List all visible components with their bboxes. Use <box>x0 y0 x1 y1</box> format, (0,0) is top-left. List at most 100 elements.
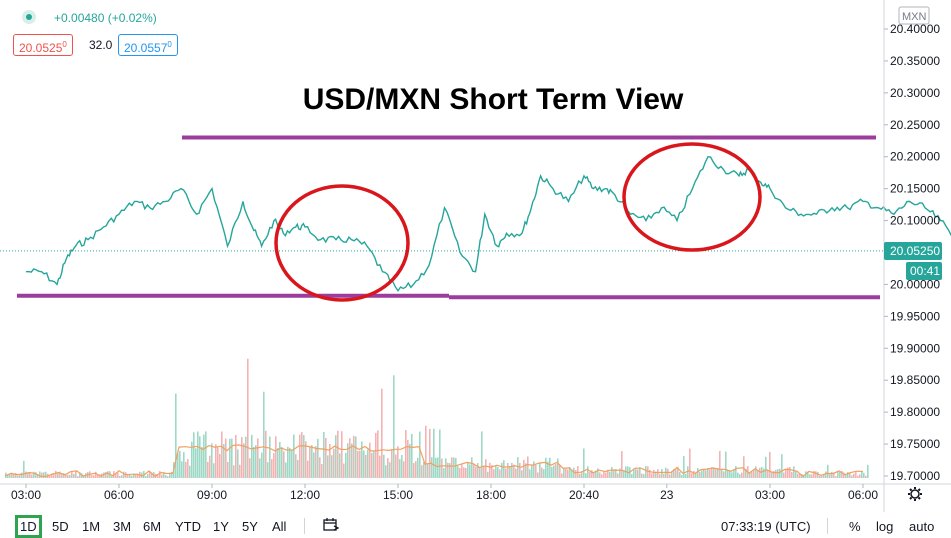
volume-bar <box>713 467 715 478</box>
volume-bar <box>633 469 635 478</box>
volume-bar <box>787 467 789 478</box>
volume-bar <box>111 475 113 478</box>
y-tick-label: 19.70000 <box>890 469 940 483</box>
volume-bar <box>83 475 85 478</box>
volume-bar <box>513 464 515 478</box>
timeframe-5d[interactable]: 5D <box>52 519 69 534</box>
volume-bar <box>673 468 675 478</box>
volume-bar <box>691 473 693 478</box>
volume-bar <box>811 474 813 478</box>
timeframe-1m[interactable]: 1M <box>82 519 101 534</box>
volume-bar <box>799 474 801 478</box>
volume-bar <box>273 453 275 478</box>
volume-bar <box>175 393 177 478</box>
volume-bar <box>395 454 397 478</box>
volume-bar <box>171 471 173 478</box>
x-tick-label: 06:00 <box>848 488 878 502</box>
volume-bar <box>15 473 17 478</box>
bid-price-superscript: 0 <box>62 40 67 49</box>
volume-bar <box>661 469 663 478</box>
auto-scale-toggle[interactable]: auto <box>909 519 935 534</box>
volume-bar <box>127 474 129 478</box>
volume-bar <box>669 474 671 478</box>
volume-bar <box>781 454 783 478</box>
volume-bar <box>177 453 179 478</box>
volume-bar <box>373 450 375 478</box>
volume-bar <box>419 431 421 478</box>
volume-bar <box>195 448 197 478</box>
volume-bar <box>749 472 751 478</box>
volume-bar <box>591 470 593 478</box>
timeframe-all[interactable]: All <box>272 519 287 534</box>
volume-bar <box>115 473 117 478</box>
volume-bar <box>519 463 521 478</box>
volume-bar <box>515 468 517 478</box>
volume-bar <box>281 447 283 478</box>
utc-clock[interactable]: 07:33:19 (UTC) <box>721 519 811 534</box>
volume-bar <box>483 466 485 478</box>
volume-bar <box>233 465 235 478</box>
volume-bar <box>683 456 685 478</box>
volume-bar <box>107 471 109 478</box>
volume-bar <box>401 455 403 478</box>
timeframe-6m[interactable]: 6M <box>143 519 162 534</box>
volume-bar <box>493 469 495 478</box>
volume-bar <box>55 470 57 478</box>
timeframe-3m[interactable]: 3M <box>113 519 132 534</box>
volume-bar <box>677 466 679 478</box>
volume-bar <box>605 472 607 478</box>
percent-scale-toggle[interactable]: % <box>849 519 861 534</box>
volume-bar <box>533 461 535 478</box>
volume-bar <box>441 458 443 478</box>
volume-bar <box>759 467 761 478</box>
volume-bar <box>821 475 823 478</box>
calendar-range-icon[interactable] <box>322 517 340 533</box>
volume-bar <box>307 460 309 478</box>
volume-bar <box>321 464 323 478</box>
volume-bar <box>561 473 563 478</box>
volume-bar <box>583 448 585 478</box>
volume-bar <box>235 435 237 478</box>
volume-bar <box>333 448 335 478</box>
volume-bar <box>699 471 701 478</box>
timeframe-ytd[interactable]: YTD <box>175 519 201 534</box>
volume-bar <box>429 428 431 478</box>
volume-bar <box>299 434 301 478</box>
volume-bar <box>563 467 565 478</box>
timeframe-1d[interactable]: 1D <box>15 515 42 538</box>
volume-bar <box>163 472 165 478</box>
volume-bar <box>359 450 361 478</box>
volume-bar <box>835 476 837 478</box>
timeframe-5y[interactable]: 5Y <box>242 519 258 534</box>
log-scale-toggle[interactable]: log <box>876 519 894 534</box>
volume-bar <box>587 466 589 478</box>
volume-bar <box>147 474 149 478</box>
volume-bar <box>365 454 367 478</box>
y-tick-label: 19.75000 <box>890 437 940 451</box>
x-tick-label: 09:00 <box>197 488 227 502</box>
timeframe-1y[interactable]: 1Y <box>213 519 229 534</box>
volume-bar <box>143 470 145 478</box>
price-chart[interactable]: USD/MXN Short Term View 20.40000 20.35000… <box>0 0 951 512</box>
volume-bar <box>27 472 29 478</box>
volume-bar <box>225 438 227 478</box>
volume-bar <box>477 463 479 478</box>
volume-bar <box>695 472 697 478</box>
volume-bar <box>657 469 659 478</box>
volume-bar <box>217 447 219 478</box>
volume-bar <box>199 436 201 478</box>
volume-bar <box>849 472 851 478</box>
volume-bar <box>231 438 233 478</box>
volume-bar <box>459 467 461 478</box>
gear-icon[interactable] <box>908 487 922 501</box>
volume-bar <box>51 473 53 478</box>
volume-bar <box>791 471 793 478</box>
volume-bar <box>845 474 847 478</box>
volume-bar <box>431 457 433 478</box>
volume-bar <box>775 469 777 478</box>
volume-bar <box>841 470 843 478</box>
bid-price-box[interactable]: 20.05250 <box>13 34 73 56</box>
ask-price-box[interactable]: 20.05570 <box>118 34 178 56</box>
volume-bar <box>69 474 71 478</box>
volume-bar <box>789 467 791 478</box>
